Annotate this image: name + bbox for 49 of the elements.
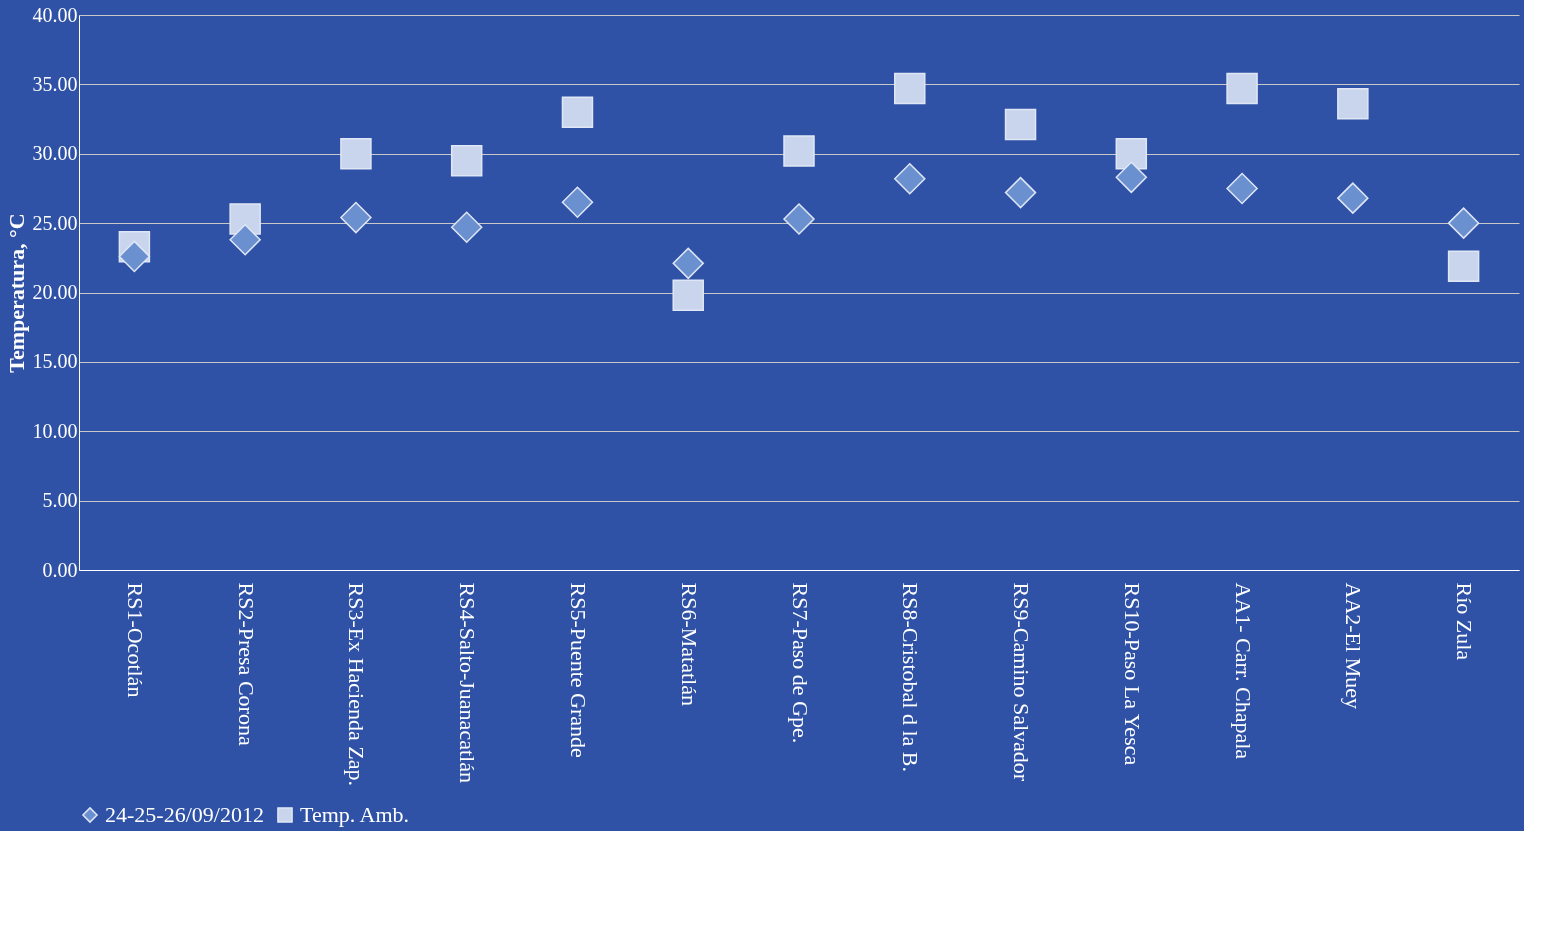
- y-tick-label: 15.00: [32, 350, 78, 373]
- point: [561, 186, 594, 219]
- y-tick-label: 0.00: [42, 558, 78, 581]
- point: [118, 240, 151, 273]
- y-tick-label: 10.00: [32, 419, 78, 442]
- x-tick-label: RS2-Presa Corona: [233, 582, 259, 746]
- point: [1115, 161, 1148, 194]
- y-tick-label: 20.00: [32, 281, 78, 303]
- point: [450, 211, 483, 244]
- y-tick-label: 30.00: [32, 142, 78, 165]
- x-tick-label: RS10-Paso La Yesca: [1119, 582, 1145, 766]
- legend-label: Temp. Amb.: [300, 802, 410, 827]
- point: [1447, 250, 1480, 282]
- point: [1337, 182, 1369, 214]
- point: [340, 201, 372, 234]
- point: [561, 96, 594, 128]
- point: [1337, 88, 1369, 120]
- point: [894, 162, 926, 195]
- x-tick-label: RS5-Puente Grande: [565, 582, 591, 758]
- point: [672, 279, 704, 312]
- point: [229, 224, 261, 256]
- point: [1226, 172, 1258, 205]
- y-tick-label: 25.00: [32, 211, 78, 234]
- point: [1004, 176, 1037, 209]
- point: [783, 203, 815, 235]
- y-axis-title: Temperatura, °C: [3, 213, 29, 373]
- point: [1115, 138, 1148, 170]
- point: [672, 247, 704, 280]
- point: [1226, 72, 1258, 105]
- point: [450, 144, 483, 177]
- x-tick-label: RS8-Cristobal d la B.: [898, 582, 924, 772]
- x-tick-label: AA1- Carr. Chapala: [1230, 582, 1256, 760]
- point: [1447, 207, 1480, 239]
- x-tick-label: AA2-El Muey: [1341, 582, 1367, 709]
- x-tick-label: RS4-Salto-Juanacatlán: [455, 582, 481, 783]
- x-tick-label: RS3-Ex Hacienda Zap.: [344, 582, 370, 786]
- point: [340, 138, 372, 170]
- point: [894, 72, 926, 105]
- point: [783, 135, 815, 167]
- y-tick-label: 35.00: [32, 72, 78, 95]
- x-tick-label: RS1-Ocotlán: [122, 582, 148, 698]
- x-tick-label: Río Zula: [1452, 582, 1478, 661]
- x-tick-label: RS7-Paso de Gpe.: [787, 582, 813, 744]
- x-tick-label: RS9-Camino Salvador: [1009, 582, 1035, 782]
- x-tick-label: RS6-Matatlán: [676, 582, 702, 706]
- y-tick-label: 5.00: [42, 489, 78, 512]
- y-tick-label: 40.00: [32, 3, 78, 26]
- point: [1004, 108, 1037, 141]
- legend-label: 24-25-26/09/2012: [105, 802, 264, 827]
